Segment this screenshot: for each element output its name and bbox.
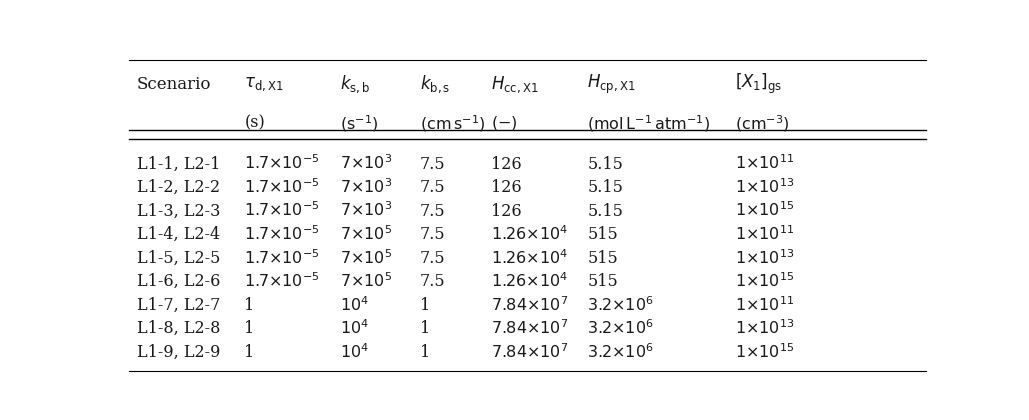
Text: 1: 1: [420, 297, 430, 314]
Text: $10^{4}$: $10^{4}$: [340, 320, 369, 338]
Text: 1: 1: [420, 320, 430, 337]
Text: $10^{4}$: $10^{4}$: [340, 296, 369, 315]
Text: $7{\times}10^{3}$: $7{\times}10^{3}$: [340, 202, 392, 220]
Text: $7{\times}10^{3}$: $7{\times}10^{3}$: [340, 178, 392, 197]
Text: 515: 515: [588, 226, 618, 243]
Text: $3.2{\times}10^{6}$: $3.2{\times}10^{6}$: [588, 343, 654, 362]
Text: L1-2, L2-2: L1-2, L2-2: [137, 179, 220, 196]
Text: 126: 126: [492, 202, 522, 220]
Text: $(\mathrm{s}^{-1})$: $(\mathrm{s}^{-1})$: [340, 113, 379, 134]
Text: L1-7, L2-7: L1-7, L2-7: [137, 297, 220, 314]
Text: L1-5, L2-5: L1-5, L2-5: [137, 249, 220, 267]
Text: L1-3, L2-3: L1-3, L2-3: [137, 202, 220, 220]
Text: $1.7{\times}10^{-5}$: $1.7{\times}10^{-5}$: [244, 225, 320, 244]
Text: 7.5: 7.5: [420, 226, 446, 243]
Text: $1.7{\times}10^{-5}$: $1.7{\times}10^{-5}$: [244, 155, 320, 173]
Text: $3.2{\times}10^{6}$: $3.2{\times}10^{6}$: [588, 296, 654, 315]
Text: $1{\times}10^{13}$: $1{\times}10^{13}$: [735, 249, 794, 268]
Text: $1{\times}10^{11}$: $1{\times}10^{11}$: [735, 296, 794, 315]
Text: $H_{\mathrm{cc,X1}}$: $H_{\mathrm{cc,X1}}$: [492, 74, 539, 94]
Text: Scenario: Scenario: [137, 76, 211, 93]
Text: $1{\times}10^{11}$: $1{\times}10^{11}$: [735, 225, 794, 244]
Text: $3.2{\times}10^{6}$: $3.2{\times}10^{6}$: [588, 320, 654, 338]
Text: 7.5: 7.5: [420, 249, 446, 267]
Text: 1: 1: [244, 344, 254, 361]
Text: 7.5: 7.5: [420, 155, 446, 173]
Text: (s): (s): [244, 115, 265, 131]
Text: $1.26{\times}10^{4}$: $1.26{\times}10^{4}$: [492, 225, 569, 244]
Text: $(\mathrm{mol\,L}^{-1}\,\mathrm{atm}^{-1})$: $(\mathrm{mol\,L}^{-1}\,\mathrm{atm}^{-1…: [588, 113, 710, 134]
Text: $(\mathrm{cm}^{-3})$: $(\mathrm{cm}^{-3})$: [735, 113, 789, 134]
Text: $[X_1]_{\mathrm{gs}}$: $[X_1]_{\mathrm{gs}}$: [735, 72, 782, 97]
Text: $1.26{\times}10^{4}$: $1.26{\times}10^{4}$: [492, 273, 569, 291]
Text: $\tau_{\mathrm{d,X1}}$: $\tau_{\mathrm{d,X1}}$: [244, 76, 284, 93]
Text: $10^{4}$: $10^{4}$: [340, 343, 369, 362]
Text: $k_{\mathrm{b,s}}$: $k_{\mathrm{b,s}}$: [420, 74, 450, 95]
Text: 7.5: 7.5: [420, 273, 446, 290]
Text: $H_{\mathrm{cp,X1}}$: $H_{\mathrm{cp,X1}}$: [588, 73, 636, 96]
Text: $1{\times}10^{13}$: $1{\times}10^{13}$: [735, 178, 794, 197]
Text: 7.5: 7.5: [420, 179, 446, 196]
Text: $k_{\mathrm{s,b}}$: $k_{\mathrm{s,b}}$: [340, 74, 370, 95]
Text: $7{\times}10^{5}$: $7{\times}10^{5}$: [340, 249, 392, 268]
Text: $7{\times}10^{5}$: $7{\times}10^{5}$: [340, 225, 392, 244]
Text: $7.84{\times}10^{7}$: $7.84{\times}10^{7}$: [492, 320, 569, 338]
Text: 1: 1: [244, 297, 254, 314]
Text: $1{\times}10^{13}$: $1{\times}10^{13}$: [735, 320, 794, 338]
Text: 1: 1: [244, 320, 254, 337]
Text: $7{\times}10^{5}$: $7{\times}10^{5}$: [340, 273, 392, 291]
Text: 5.15: 5.15: [588, 179, 623, 196]
Text: 515: 515: [588, 249, 618, 267]
Text: 515: 515: [588, 273, 618, 290]
Text: $1{\times}10^{11}$: $1{\times}10^{11}$: [735, 155, 794, 173]
Text: 1: 1: [420, 344, 430, 361]
Text: $1.7{\times}10^{-5}$: $1.7{\times}10^{-5}$: [244, 249, 320, 268]
Text: $1{\times}10^{15}$: $1{\times}10^{15}$: [735, 343, 794, 362]
Text: $7.84{\times}10^{7}$: $7.84{\times}10^{7}$: [492, 343, 569, 362]
Text: $7{\times}10^{3}$: $7{\times}10^{3}$: [340, 155, 392, 173]
Text: $1{\times}10^{15}$: $1{\times}10^{15}$: [735, 202, 794, 220]
Text: L1-1, L2-1: L1-1, L2-1: [137, 155, 220, 173]
Text: $(-)$: $(-)$: [492, 114, 518, 132]
Text: $1.7{\times}10^{-5}$: $1.7{\times}10^{-5}$: [244, 202, 320, 220]
Text: L1-9, L2-9: L1-9, L2-9: [137, 344, 220, 361]
Text: $1.7{\times}10^{-5}$: $1.7{\times}10^{-5}$: [244, 178, 320, 197]
Text: L1-4, L2-4: L1-4, L2-4: [137, 226, 220, 243]
Text: L1-8, L2-8: L1-8, L2-8: [137, 320, 220, 337]
Text: 7.5: 7.5: [420, 202, 446, 220]
Text: 126: 126: [492, 155, 522, 173]
Text: $7.84{\times}10^{7}$: $7.84{\times}10^{7}$: [492, 296, 569, 315]
Text: 5.15: 5.15: [588, 155, 623, 173]
Text: 126: 126: [492, 179, 522, 196]
Text: $1.26{\times}10^{4}$: $1.26{\times}10^{4}$: [492, 249, 569, 268]
Text: 5.15: 5.15: [588, 202, 623, 220]
Text: $(\mathrm{cm\,s}^{-1})$: $(\mathrm{cm\,s}^{-1})$: [420, 113, 486, 134]
Text: L1-6, L2-6: L1-6, L2-6: [137, 273, 220, 290]
Text: $1.7{\times}10^{-5}$: $1.7{\times}10^{-5}$: [244, 273, 320, 291]
Text: $1{\times}10^{15}$: $1{\times}10^{15}$: [735, 273, 794, 291]
